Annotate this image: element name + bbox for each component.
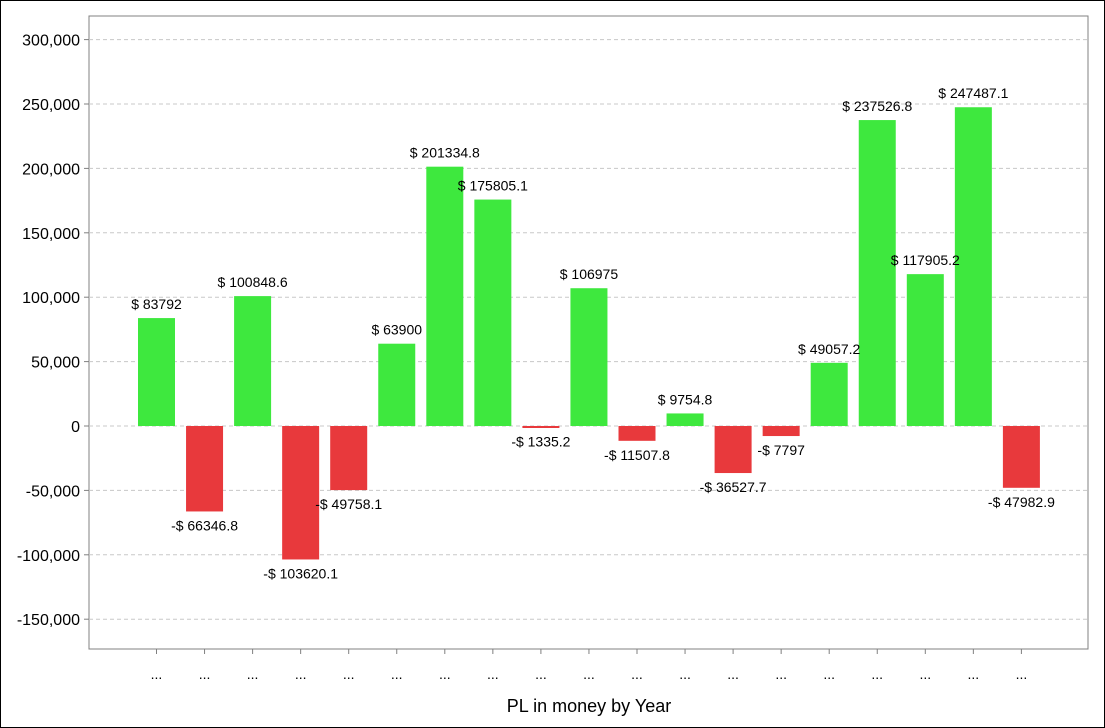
x-tick-label: ... bbox=[487, 666, 499, 682]
y-tick-label: 200,000 bbox=[22, 161, 80, 178]
x-tick-label: ... bbox=[199, 666, 211, 682]
x-tick-label: ... bbox=[871, 666, 883, 682]
x-tick-label: ... bbox=[727, 666, 739, 682]
y-tick-label: -150,000 bbox=[17, 612, 80, 629]
bar bbox=[714, 426, 752, 474]
y-tick-label: 50,000 bbox=[31, 355, 80, 372]
x-tick-label: ... bbox=[535, 666, 547, 682]
data-label: -$ 49758.1 bbox=[315, 496, 382, 512]
bar bbox=[666, 413, 704, 426]
bar bbox=[618, 426, 656, 441]
x-tick-label: ... bbox=[919, 666, 931, 682]
x-tick-label: ... bbox=[343, 666, 355, 682]
x-tick-label: ... bbox=[391, 666, 403, 682]
data-label: -$ 1335.2 bbox=[511, 434, 570, 450]
y-tick-label: 300,000 bbox=[22, 33, 80, 50]
data-label: $ 247487.1 bbox=[938, 85, 1008, 101]
x-tick-label: ... bbox=[631, 666, 643, 682]
x-tick-label: ... bbox=[295, 666, 307, 682]
x-tick-label: ... bbox=[775, 666, 787, 682]
bar bbox=[186, 426, 224, 512]
x-axis-ticks: ........................................… bbox=[151, 649, 1028, 682]
data-label: -$ 7797 bbox=[757, 442, 805, 458]
data-label: $ 201334.8 bbox=[410, 145, 480, 161]
bars bbox=[138, 107, 1040, 560]
bar bbox=[762, 426, 800, 437]
bar bbox=[1002, 426, 1040, 488]
bar bbox=[282, 426, 320, 560]
bar bbox=[474, 199, 512, 426]
bar bbox=[378, 343, 416, 426]
bar bbox=[858, 120, 896, 426]
data-label: $ 175805.1 bbox=[458, 178, 528, 194]
bar bbox=[810, 362, 848, 426]
data-label: $ 9754.8 bbox=[658, 391, 713, 407]
bar bbox=[426, 166, 464, 426]
data-label: -$ 66346.8 bbox=[171, 517, 238, 533]
x-tick-label: ... bbox=[583, 666, 595, 682]
data-label: -$ 47982.9 bbox=[988, 494, 1055, 510]
data-label: -$ 11507.8 bbox=[604, 447, 670, 463]
data-label: $ 100848.6 bbox=[218, 274, 288, 290]
y-tick-label: 100,000 bbox=[22, 290, 80, 307]
x-tick-label: ... bbox=[151, 666, 163, 682]
data-label: $ 49057.2 bbox=[798, 341, 860, 357]
bar bbox=[954, 107, 992, 426]
bar bbox=[906, 274, 944, 426]
bar bbox=[330, 426, 368, 491]
bar bbox=[234, 296, 272, 426]
x-axis-label: PL in money by Year bbox=[507, 696, 671, 716]
data-label: $ 117905.2 bbox=[891, 252, 960, 268]
bar bbox=[570, 288, 608, 426]
data-label: $ 237526.8 bbox=[842, 98, 912, 114]
x-tick-label: ... bbox=[439, 666, 451, 682]
bar bbox=[522, 426, 560, 428]
y-tick-label: 250,000 bbox=[22, 97, 80, 114]
data-label: $ 106975 bbox=[560, 266, 619, 282]
y-tick-label: -100,000 bbox=[17, 548, 80, 565]
bar bbox=[138, 318, 175, 426]
x-tick-label: ... bbox=[247, 666, 259, 682]
y-axis-ticks: 300,000 250,000 200,000 150,000 100,000 50,00… bbox=[17, 33, 89, 629]
x-tick-label: ... bbox=[823, 666, 835, 682]
y-tick-label: 150,000 bbox=[22, 226, 80, 243]
x-tick-label: ... bbox=[679, 666, 691, 682]
data-label: $ 63900 bbox=[371, 322, 422, 338]
x-tick-label: ... bbox=[968, 666, 980, 682]
data-label: -$ 103620.1 bbox=[263, 565, 338, 581]
data-labels: $ 83792 -$ 66346.8 $ 100848.6 -$ 103620.1 -$… bbox=[131, 85, 1055, 581]
x-tick-label: ... bbox=[1016, 666, 1028, 682]
y-tick-label: 0 bbox=[71, 419, 80, 436]
data-label: -$ 36527.7 bbox=[700, 479, 767, 495]
y-tick-label: -50,000 bbox=[26, 483, 80, 500]
data-label: $ 83792 bbox=[131, 296, 182, 312]
